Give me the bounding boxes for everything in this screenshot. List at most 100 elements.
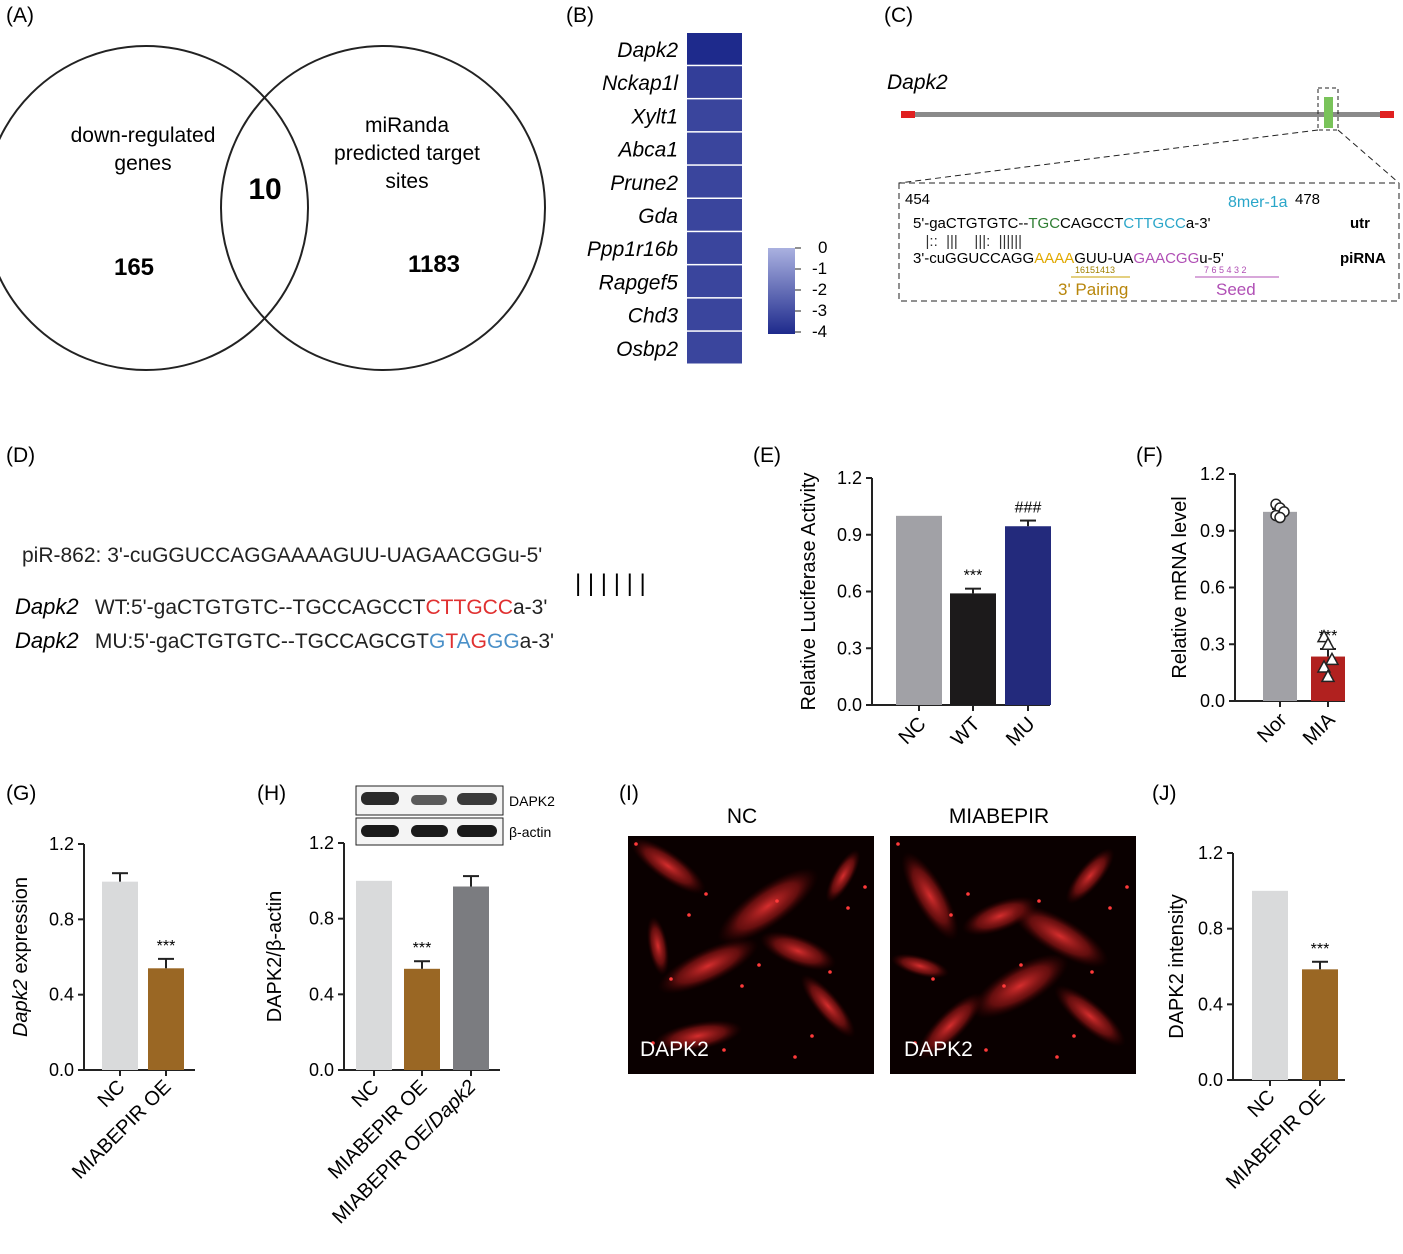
heatmap-gene-label: Prune2 [610, 172, 678, 195]
y-tick-label: 0.0 [1198, 1070, 1223, 1090]
blot-label-actin: β-actin [509, 824, 551, 840]
chart-luciferase: 0.0 0.3 0.6 0.9 1.2 Relative Luciferase Activ… [798, 468, 1051, 751]
blot-band [411, 825, 448, 837]
pirna-tag: piRNA [1340, 250, 1386, 267]
cell [760, 931, 836, 971]
heatmap-gene-label: Nckap1l [602, 72, 679, 95]
venn-left-label-1: down-regulated [71, 124, 216, 147]
micrograph-miabepir [890, 836, 1136, 1074]
y-tick-label: 0.0 [309, 1060, 334, 1080]
panel-label-d: (D) [6, 444, 35, 467]
bar [356, 880, 392, 1070]
heatmap-cell [687, 99, 742, 132]
blot-band [361, 792, 399, 805]
blot-band [361, 825, 399, 837]
y-tick-label: 0.3 [1200, 634, 1225, 654]
bar [1252, 890, 1288, 1080]
micrographs: NC OE MIABEPIR DAPK2 DAPK2 [628, 805, 1136, 1074]
pir-862-line: piR-862: 3'-cuGGUCCAGGAAAAGUU-UAGAACGGu-… [22, 544, 542, 567]
puncta [704, 892, 708, 896]
data-point [1320, 636, 1336, 650]
micrograph-right-stain: DAPK2 [904, 1038, 973, 1061]
micrograph-left-title: NC [727, 805, 757, 828]
y-axis-label: DAPK2 intensity [1166, 894, 1188, 1039]
wt-gene-label: Dapk2 [15, 594, 79, 619]
mu-segment: G [471, 630, 487, 653]
map-gene-name: Dapk2 [887, 71, 948, 94]
heatmap-cell [687, 298, 742, 331]
heatmap-cell [687, 165, 742, 198]
y-tick-label: 0.4 [309, 984, 334, 1004]
puncta [1072, 1034, 1076, 1038]
significance-label: *** [1311, 941, 1330, 958]
y-tick-label: 0.8 [49, 909, 74, 929]
y-tick-label: 0.4 [1198, 994, 1223, 1014]
y-tick-label: 0.9 [1200, 521, 1225, 541]
panel-labels: (A) (B) (C) (D) (E) (F) (G) (H) (I) (J) [6, 4, 1177, 805]
y-axis-label: Relative Luciferase Activity [798, 473, 820, 711]
mu-segment: T [445, 630, 458, 653]
significance-label: *** [413, 940, 432, 957]
puncta [863, 885, 867, 889]
pirna-segment: GAACGG [1133, 250, 1199, 267]
heatmap-gene-label: Chd3 [628, 305, 679, 328]
panel-label-g: (G) [6, 782, 36, 805]
puncta [1002, 984, 1006, 988]
heatmap-cell [687, 265, 742, 298]
seed-numbers: 7 6 5 4 3 2 [1204, 265, 1247, 275]
puncta [896, 842, 900, 846]
puncta [793, 1055, 797, 1059]
blot-band [457, 825, 497, 837]
panel-label-a: (A) [6, 4, 34, 27]
cell [657, 938, 759, 994]
puncta [1055, 1055, 1059, 1059]
sequence-alignment: piR-862: 3'-cuGGUCCAGGAAAAGUU-UAGAACGGu-… [15, 544, 646, 653]
heatmap-gene-label: Abca1 [616, 139, 678, 162]
colorbar-tick-label: -2 [812, 280, 827, 299]
heatmap-cell [687, 199, 742, 231]
category-label: NC [348, 1076, 384, 1112]
pairing-numbers: 16151413 [1075, 265, 1115, 275]
venn-left-circle [0, 45, 309, 371]
venn-overlap-count: 10 [248, 173, 281, 206]
puncta [846, 906, 850, 910]
puncta [740, 984, 744, 988]
transcript-line [903, 112, 1391, 117]
transcript-start-marker [901, 111, 915, 118]
utr-segment: TGC [1028, 215, 1060, 232]
bar [1005, 526, 1051, 705]
cell [901, 851, 959, 941]
venn-left-count: 165 [114, 254, 154, 281]
cell [800, 974, 856, 1038]
heatmap-cell [687, 66, 742, 98]
puncta [775, 899, 779, 903]
colorbar-tick-label: -3 [812, 301, 827, 320]
wt-segment: CTTGCC [426, 596, 514, 619]
panel-label-f: (F) [1136, 444, 1163, 467]
heatmap-gene-label: Xylt1 [630, 105, 678, 128]
y-tick-label: 1.2 [837, 468, 862, 488]
cell [653, 1020, 743, 1052]
y-axis-label: Relative mRNA level [1169, 496, 1191, 678]
pirna-segment: AAAA [1034, 250, 1074, 267]
micrograph-nc [628, 836, 874, 1074]
zoom-box [898, 182, 1400, 302]
data-point [1274, 511, 1286, 524]
venn-right-circle [220, 45, 546, 371]
zoom-line-right [1337, 129, 1400, 184]
puncta [722, 1048, 726, 1052]
puncta [966, 892, 970, 896]
y-tick-label: 0.6 [837, 582, 862, 602]
mu-segment: A [457, 630, 471, 653]
y-tick-label: 0.8 [309, 909, 334, 929]
cell [916, 992, 984, 1060]
mu-segment: GG [487, 630, 520, 653]
mu-sequence: MU:5'-gaCTGTGTC--TGCCAGCGTGTAGGGa-3' [89, 630, 554, 653]
puncta [757, 963, 761, 967]
category-label: NC [94, 1076, 130, 1112]
heatmap-cell [687, 33, 742, 65]
pirna-segment: u-5' [1199, 250, 1224, 267]
heatmap-cell [687, 232, 742, 264]
